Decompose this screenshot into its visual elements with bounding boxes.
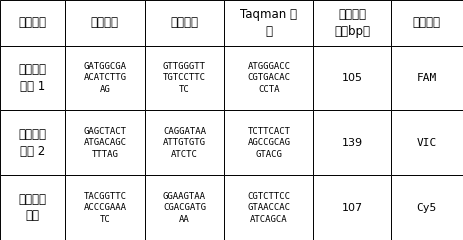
Bar [0, 110, 65, 175]
Text: Cy5: Cy5 [417, 203, 437, 213]
Bar [0, 175, 65, 240]
Text: 139: 139 [342, 138, 363, 148]
Bar [145, 175, 224, 240]
Bar [391, 46, 463, 110]
Bar [313, 175, 391, 240]
Bar [224, 46, 313, 110]
Text: GTTGGGTT
TGTCCTTC
TC: GTTGGGTT TGTCCTTC TC [163, 62, 206, 94]
Text: CAGGATAA
ATTGTGTG
ATCTC: CAGGATAA ATTGTGTG ATCTC [163, 127, 206, 159]
Bar [391, 0, 463, 46]
Text: GATGGCGA
ACATCTTG
AG: GATGGCGA ACATCTTG AG [83, 62, 126, 94]
Bar [224, 110, 313, 175]
Bar [313, 110, 391, 175]
Text: 107: 107 [342, 203, 363, 213]
Bar [145, 110, 224, 175]
Text: 荧光标记: 荧光标记 [413, 16, 441, 29]
Bar [391, 110, 463, 175]
Text: 带状疱疹
病毒: 带状疱疹 病毒 [19, 193, 47, 222]
Text: Taqman 探
针: Taqman 探 针 [240, 8, 297, 37]
Text: FAM: FAM [417, 73, 437, 83]
Text: GAGCTACT
ATGACAGC
TTTAG: GAGCTACT ATGACAGC TTTAG [83, 127, 126, 159]
Text: 105: 105 [342, 73, 363, 83]
Bar [0, 46, 65, 110]
Text: ATGGGACC
CGTGACAC
CCTA: ATGGGACC CGTGACAC CCTA [247, 62, 290, 94]
Text: 单纯疱疹
病毒 1: 单纯疱疹 病毒 1 [19, 63, 47, 93]
Bar [0, 0, 65, 46]
Text: VIC: VIC [417, 138, 437, 148]
Bar [224, 175, 313, 240]
Bar [65, 46, 145, 110]
Bar [313, 46, 391, 110]
Text: GGAAGTAA
CGACGATG
AA: GGAAGTAA CGACGATG AA [163, 192, 206, 223]
Text: 反向引物: 反向引物 [170, 16, 199, 29]
Bar [65, 175, 145, 240]
Text: 单纯疱疹
病毒 2: 单纯疱疹 病毒 2 [19, 128, 47, 157]
Bar [65, 110, 145, 175]
Bar [224, 0, 313, 46]
Text: 扩增子长
度（bp）: 扩增子长 度（bp） [334, 8, 370, 37]
Bar [391, 175, 463, 240]
Bar [145, 0, 224, 46]
Bar [313, 0, 391, 46]
Text: CGTCTTCC
GTAACCAC
ATCAGCA: CGTCTTCC GTAACCAC ATCAGCA [247, 192, 290, 223]
Bar [145, 46, 224, 110]
Bar [65, 0, 145, 46]
Text: 正向引物: 正向引物 [91, 16, 119, 29]
Text: TACGGTTC
ACCCGAAA
TC: TACGGTTC ACCCGAAA TC [83, 192, 126, 223]
Text: TCTTCACT
AGCCGCAG
GTACG: TCTTCACT AGCCGCAG GTACG [247, 127, 290, 159]
Text: 病毒类型: 病毒类型 [19, 16, 47, 29]
